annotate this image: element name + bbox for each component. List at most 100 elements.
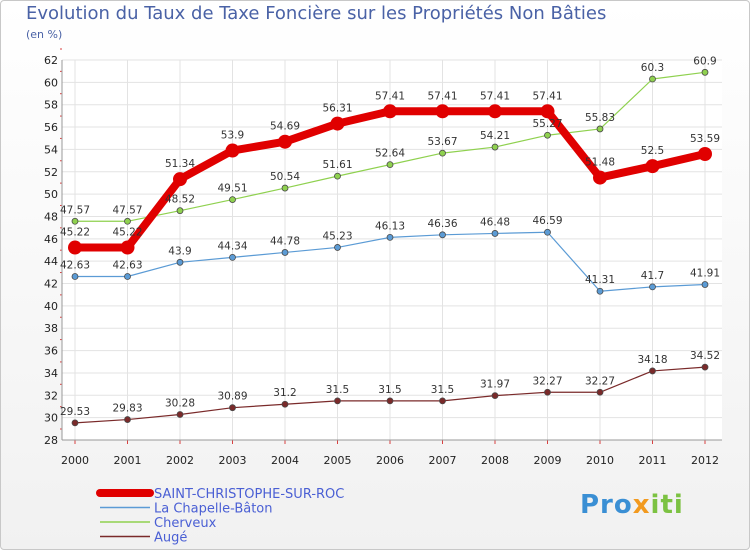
data-point — [701, 363, 709, 371]
proxiti-logo: Proxiti — [580, 490, 684, 520]
y-tick-label: 30 — [44, 412, 58, 425]
data-label: 29.83 — [112, 403, 142, 415]
chart-title: Evolution du Taux de Taxe Foncière sur l… — [26, 3, 607, 24]
data-label: 43.9 — [168, 245, 191, 257]
data-point — [68, 240, 82, 255]
data-point — [176, 411, 184, 418]
series-lines — [68, 68, 712, 427]
data-label: 46.36 — [427, 218, 457, 230]
data-point — [439, 149, 446, 157]
data-point — [281, 400, 289, 408]
data-point — [281, 249, 289, 256]
x-tick-label: 2010 — [586, 454, 614, 467]
data-label: 57.41 — [480, 90, 510, 102]
data-label: 51.61 — [322, 159, 352, 171]
data-label: 60.3 — [641, 62, 664, 74]
data-label: 42.63 — [60, 259, 90, 271]
data-point — [334, 397, 341, 405]
x-tick-label: 2006 — [376, 454, 404, 467]
data-label: 46.48 — [480, 216, 510, 228]
x-tick-label: 2007 — [429, 454, 457, 467]
data-point — [386, 233, 394, 241]
data-point — [71, 419, 79, 427]
data-label: 51.48 — [585, 157, 615, 169]
data-point — [229, 196, 236, 203]
data-label: 46.13 — [375, 220, 405, 232]
data-label: 53.9 — [221, 130, 244, 142]
data-label: 50.54 — [270, 171, 300, 183]
data-label: 45.22 — [60, 227, 90, 239]
data-point — [540, 104, 555, 119]
data-label: 55.83 — [585, 112, 615, 124]
data-label: 54.69 — [270, 121, 300, 133]
data-point — [281, 184, 289, 192]
data-point — [491, 392, 499, 400]
data-point — [229, 404, 236, 412]
data-label: 55.27 — [532, 118, 562, 130]
data-point — [124, 273, 131, 280]
axes: 28 30 32 34 36 38 40 42 44 46 48 50 52 54 56 58 60 62 2000… — [44, 48, 722, 467]
data-label: 45.23 — [322, 230, 352, 242]
y-axis-unit-label: (en %) — [26, 28, 63, 41]
y-tick-label: 28 — [44, 434, 58, 447]
data-point — [544, 228, 551, 236]
y-tick-label: 36 — [44, 345, 58, 358]
data-label: 57.41 — [427, 90, 457, 102]
data-label: 29.53 — [60, 406, 90, 418]
data-label: 45.22 — [112, 227, 142, 239]
y-tick-label: 54 — [44, 143, 58, 156]
y-tick-label: 32 — [44, 389, 58, 402]
data-point — [596, 287, 604, 295]
x-tick-label: 2012 — [691, 454, 719, 467]
data-point — [278, 134, 292, 149]
data-label: 51.34 — [165, 158, 195, 170]
plot-area — [62, 60, 722, 440]
data-point — [649, 367, 656, 375]
legend-label: SAINT-CHRISTOPHE-SUR-ROC — [154, 487, 344, 502]
y-tick-label: 48 — [44, 210, 58, 223]
y-tick-label: 60 — [44, 76, 58, 89]
data-label: 52.5 — [641, 145, 664, 157]
data-point — [386, 397, 394, 405]
data-label: 32.27 — [585, 375, 615, 387]
data-point — [701, 281, 709, 288]
data-label: 47.57 — [60, 204, 90, 216]
data-point — [334, 172, 341, 180]
y-tick-label: 58 — [44, 99, 58, 112]
data-label: 49.51 — [217, 183, 247, 195]
data-label: 57.41 — [375, 90, 405, 102]
data-point — [71, 273, 79, 280]
data-point — [544, 388, 551, 396]
data-label: 34.52 — [690, 350, 720, 362]
data-point — [229, 253, 236, 261]
x-tick-label: 2003 — [219, 454, 247, 467]
x-tick-label: 2009 — [534, 454, 562, 467]
data-point — [488, 104, 502, 119]
data-point — [701, 68, 709, 76]
data-label: 31.5 — [378, 384, 401, 396]
data-label: 44.78 — [270, 235, 300, 247]
y-tick-label: 44 — [44, 255, 58, 268]
data-label: 31.5 — [431, 384, 454, 396]
y-tick-label: 56 — [44, 121, 58, 134]
data-point — [176, 258, 184, 266]
data-point — [435, 104, 450, 119]
data-label: 54.21 — [480, 130, 510, 142]
data-label: 52.64 — [375, 148, 405, 160]
data-label: 44.34 — [217, 240, 247, 252]
data-point — [383, 104, 397, 119]
data-point — [439, 231, 446, 239]
x-tick-label: 2001 — [114, 454, 142, 467]
data-point — [173, 172, 187, 187]
y-tick-label: 62 — [44, 54, 58, 67]
data-point — [439, 397, 446, 405]
x-tick-label: 2002 — [166, 454, 194, 467]
legend-label: Augé — [154, 531, 187, 546]
x-tick-label: 2005 — [324, 454, 352, 467]
data-label: 53.67 — [427, 136, 457, 148]
data-labels: 42.63 42.63 43.9 44.34 44.78 45.23 46.13 46.36 4… — [60, 55, 720, 418]
x-tick-label: 2008 — [481, 454, 509, 467]
data-label: 34.18 — [637, 354, 667, 366]
data-point — [71, 217, 79, 225]
data-point — [544, 131, 551, 139]
